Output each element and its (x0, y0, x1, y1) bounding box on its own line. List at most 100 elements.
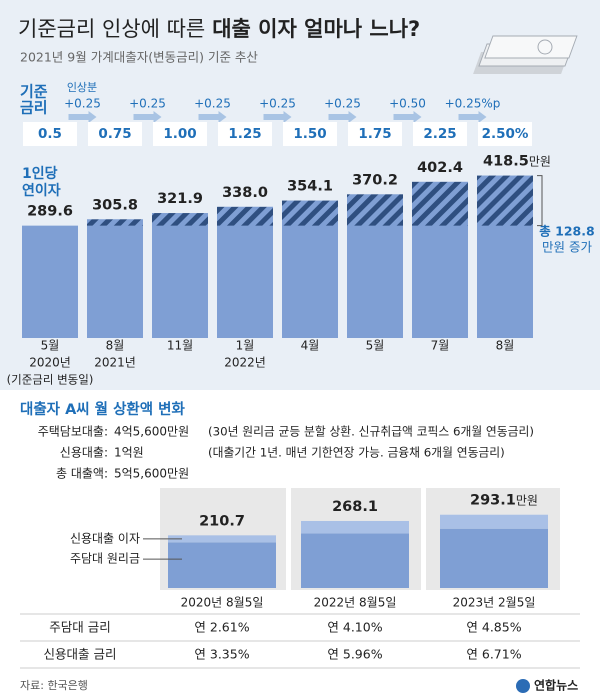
value-label: 289.6 (27, 204, 73, 220)
bar-segment (440, 528, 548, 588)
year-label: 2021년 (94, 356, 136, 370)
year-label: 2020년 (29, 356, 71, 370)
bar-segment (168, 535, 276, 543)
value-label: 321.9 (157, 191, 203, 207)
value-label: 418.5만원 (483, 154, 551, 170)
legend-label: 주담대 원리금 (70, 552, 140, 566)
value-unit: 만원 (516, 493, 538, 507)
info-value: 5억5,600만원 (114, 467, 189, 481)
money-icon (473, 35, 578, 74)
total-label: 293.1만원 (470, 493, 538, 509)
rate-value: 1.25 (228, 126, 261, 142)
arrow (263, 111, 292, 123)
x-tick-label: 2023년 2월5일 (453, 596, 536, 610)
rate-increase: +0.25 (324, 97, 361, 111)
info-label: 신용대출: (60, 446, 108, 460)
rate-value: 0.75 (98, 126, 131, 142)
x-tick-label: 11월 (167, 339, 193, 353)
rate-increase: +0.50 (389, 97, 426, 111)
increase-hatch (282, 200, 338, 226)
rate-label: 기준 (20, 83, 48, 101)
bar (87, 219, 143, 338)
info-note: (30년 원리금 균등 분할 상환. 신규취급액 코픽스 6개월 연동금리) (208, 425, 534, 439)
source: 자료: 한국은행 (20, 679, 88, 692)
bar-segment (301, 520, 409, 534)
value-label: 402.4 (417, 160, 463, 176)
increase-label: 인상분 (67, 81, 97, 94)
annotation: 총 128.8 (539, 224, 594, 239)
table-cell: 연 6.71% (466, 647, 521, 662)
x-tick-label: 5월 (41, 339, 60, 353)
info-label: 주택담보대출: (38, 425, 108, 439)
bar (22, 225, 78, 338)
arrow (458, 111, 487, 123)
bracket (537, 175, 543, 227)
value-label: 305.8 (92, 197, 138, 213)
rate-increase: +0.25%p (445, 97, 501, 111)
rate-box (218, 122, 272, 146)
table-cell: 연 3.35% (194, 647, 249, 662)
logo: 연합뉴스 (534, 678, 578, 693)
arrow (68, 111, 97, 123)
rate-box (153, 122, 207, 146)
subtitle: 2021년 9월 가계대출자(변동금리) 기준 추산 (20, 50, 258, 65)
total-label: 210.7 (199, 513, 245, 529)
value-label: 370.2 (352, 172, 398, 188)
increase-hatch (152, 213, 208, 226)
bar-segment (440, 514, 548, 529)
x-tick-label: 4월 (301, 339, 320, 353)
year-label: 2022년 (224, 356, 266, 370)
info-note: (대출기간 1년. 매년 기한연장 가능. 금융채 6개월 연동금리) (208, 446, 505, 460)
rate-box (478, 122, 532, 146)
table-cell: 연 5.96% (327, 647, 382, 662)
y-label: 1인당 (22, 165, 58, 182)
table-cell: 연 2.61% (194, 620, 249, 635)
increase-hatch (477, 175, 533, 226)
rate-label: 금리 (20, 99, 48, 117)
arrow (198, 111, 227, 123)
value-label: 354.1 (287, 179, 333, 195)
info-label: 총 대출액: (56, 467, 108, 481)
rate-value: 2.25 (423, 126, 456, 142)
note: (기준금리 변동일) (7, 373, 94, 387)
table-cell: 주담대 금리 (49, 620, 110, 635)
x-tick-label: 1월 (236, 339, 255, 353)
x-tick-label: 2020년 8월5일 (181, 596, 264, 610)
rate-value: 2.50% (482, 126, 529, 142)
rate-value: 1.50 (293, 126, 326, 142)
rate-increase: +0.25 (259, 97, 296, 111)
annotation: 만원 증가 (542, 240, 592, 255)
increase-hatch (87, 219, 143, 226)
logo-mark (516, 679, 530, 693)
increase-hatch (347, 194, 403, 226)
table-cell: 연 4.10% (327, 620, 382, 635)
info-value: 1억원 (114, 446, 144, 460)
rate-increase: +0.25 (194, 97, 231, 111)
rate-value: 1.00 (163, 126, 196, 142)
bar (217, 206, 273, 338)
arrow (133, 111, 162, 123)
rate-value: 1.75 (358, 126, 391, 142)
x-tick-label: 8월 (106, 339, 125, 353)
table-cell: 연 4.85% (466, 620, 521, 635)
bar (152, 213, 208, 338)
rate-box (88, 122, 142, 146)
y-label: 연이자 (22, 182, 61, 199)
arrow (328, 111, 357, 123)
bar-segment (301, 533, 409, 588)
table-cell: 신용대출 금리 (44, 647, 117, 662)
rate-increase: +0.25 (129, 97, 166, 111)
increase-hatch (412, 181, 468, 226)
arrow (393, 111, 422, 123)
info-value: 4억5,600만원 (114, 425, 189, 439)
legend-label: 신용대출 이자 (70, 531, 140, 545)
title: 기준금리 인상에 따른 대출 이자 얼마나 느나? (18, 17, 420, 41)
rate-box (348, 122, 402, 146)
rate-box (283, 122, 337, 146)
rate-box (413, 122, 467, 146)
x-tick-label: 2022년 8월5일 (314, 596, 397, 610)
increase-hatch (217, 206, 273, 226)
value-label: 338.0 (222, 185, 268, 201)
rate-increase: +0.25 (64, 97, 101, 111)
